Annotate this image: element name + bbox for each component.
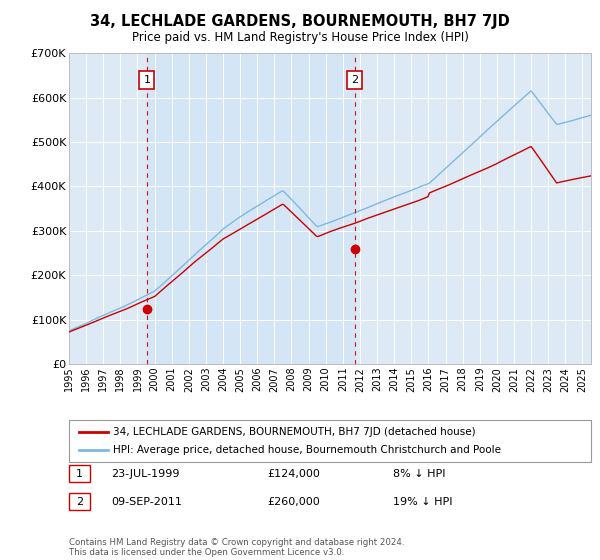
- Text: 19% ↓ HPI: 19% ↓ HPI: [392, 497, 452, 507]
- Text: Price paid vs. HM Land Registry's House Price Index (HPI): Price paid vs. HM Land Registry's House …: [131, 31, 469, 44]
- Text: 8% ↓ HPI: 8% ↓ HPI: [392, 469, 445, 479]
- Text: HPI: Average price, detached house, Bournemouth Christchurch and Poole: HPI: Average price, detached house, Bour…: [113, 445, 502, 455]
- Text: £124,000: £124,000: [268, 469, 320, 479]
- FancyBboxPatch shape: [69, 493, 90, 510]
- Text: 2: 2: [351, 75, 358, 85]
- Bar: [147, 53, 355, 364]
- Text: Contains HM Land Registry data © Crown copyright and database right 2024.
This d: Contains HM Land Registry data © Crown c…: [69, 538, 404, 557]
- Text: £260,000: £260,000: [268, 497, 320, 507]
- Text: 1: 1: [76, 469, 83, 479]
- Text: 34, LECHLADE GARDENS, BOURNEMOUTH, BH7 7JD: 34, LECHLADE GARDENS, BOURNEMOUTH, BH7 7…: [90, 14, 510, 29]
- Text: 09-SEP-2011: 09-SEP-2011: [111, 497, 182, 507]
- Text: 23-JUL-1999: 23-JUL-1999: [111, 469, 179, 479]
- Text: 2: 2: [76, 497, 83, 507]
- FancyBboxPatch shape: [69, 420, 591, 462]
- Text: 1: 1: [143, 75, 151, 85]
- Text: 34, LECHLADE GARDENS, BOURNEMOUTH, BH7 7JD (detached house): 34, LECHLADE GARDENS, BOURNEMOUTH, BH7 7…: [113, 427, 476, 437]
- FancyBboxPatch shape: [69, 465, 90, 482]
